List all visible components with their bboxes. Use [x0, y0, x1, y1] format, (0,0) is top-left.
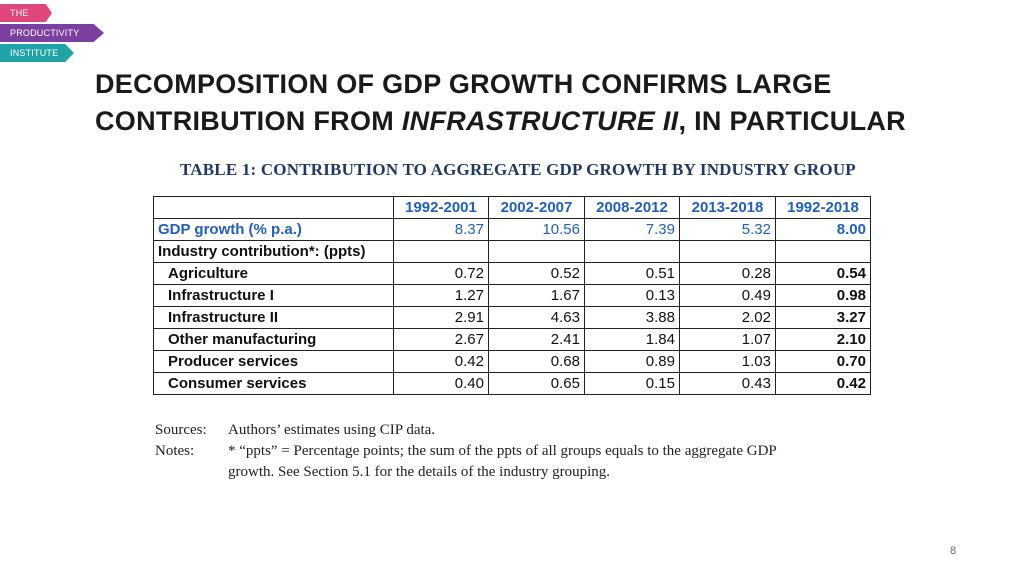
table-cell-total: 0.42: [775, 372, 871, 395]
table-cell: 2.91: [393, 306, 489, 329]
column-header: 2008-2012: [584, 196, 680, 219]
table-cell: 2.67: [393, 328, 489, 351]
table-cell: 1.07: [679, 328, 776, 351]
title-line-2-italic: INFRASTRUCTURE II: [401, 106, 679, 136]
slide-title: DECOMPOSITION OF GDP GROWTH CONFIRMS LAR…: [95, 66, 1005, 140]
row-label: Consumer services: [153, 372, 394, 395]
notes-key: Notes:: [155, 443, 195, 459]
notes-line: Notes: * “ppts” = Percentage points; the…: [155, 441, 888, 462]
row-label: Agriculture: [153, 262, 394, 285]
table-cell: 0.89: [584, 350, 680, 373]
logo-band-productivity: PRODUCTIVITY: [0, 24, 104, 42]
logo-band-the: THE: [0, 4, 52, 22]
table-cell: 1.03: [679, 350, 776, 373]
table-cell: [775, 240, 871, 263]
table-cell-total: 0.70: [775, 350, 871, 373]
page-number: 8: [950, 545, 957, 557]
data-table: 1992-2001 2002-2007 2008-2012 2013-2018 …: [153, 196, 871, 395]
table-cell-total: 8.00: [775, 218, 871, 241]
table-cell: 1.27: [393, 284, 489, 307]
table-cell: 0.72: [393, 262, 489, 285]
table-cell: [584, 240, 680, 263]
table-cell: 0.51: [584, 262, 680, 285]
table-cell: [393, 240, 489, 263]
table-row: Infrastructure I 1.27 1.67 0.13 0.49 0.9…: [153, 284, 871, 307]
table-cell: 2.02: [679, 306, 776, 329]
logo-band-institute: INSTITUTE: [0, 44, 74, 62]
column-header: 1992-2001: [393, 196, 489, 219]
row-label: Infrastructure I: [153, 284, 394, 307]
table-cell: 0.49: [679, 284, 776, 307]
table-cell-total: 0.54: [775, 262, 871, 285]
productivity-institute-logo: THE PRODUCTIVITY INSTITUTE: [0, 0, 110, 64]
notes-text-2: growth. See Section 5.1 for the details …: [228, 464, 611, 480]
table-cell: 1.67: [488, 284, 585, 307]
table-row: Consumer services 0.40 0.65 0.15 0.43 0.…: [153, 372, 871, 395]
table-cell: 3.88: [584, 306, 680, 329]
gdp-contribution-table: 1992-2001 2002-2007 2008-2012 2013-2018 …: [153, 196, 871, 395]
row-label: Infrastructure II: [153, 306, 394, 329]
table-row: Agriculture 0.72 0.52 0.51 0.28 0.54: [153, 262, 871, 285]
table-cell: [679, 240, 776, 263]
sources-line: Sources: Authors’ estimates using CIP da…: [155, 420, 888, 441]
column-header: 2013-2018: [679, 196, 776, 219]
table-cell: 2.41: [488, 328, 585, 351]
table-row: Producer services 0.42 0.68 0.89 1.03 0.…: [153, 350, 871, 373]
notes-text-1: * “ppts” = Percentage points; the sum of…: [228, 443, 777, 459]
table-cell: 0.13: [584, 284, 680, 307]
table-row: Infrastructure II 2.91 4.63 3.88 2.02 3.…: [153, 306, 871, 329]
table-caption: TABLE 1: CONTRIBUTION TO AGGREGATE GDP G…: [180, 160, 856, 179]
table-cell: 7.39: [584, 218, 680, 241]
table-cell: 0.43: [679, 372, 776, 395]
row-label: GDP growth (% p.a.): [153, 218, 394, 241]
table-cell: 0.28: [679, 262, 776, 285]
table-cell: 0.15: [584, 372, 680, 395]
row-label: Producer services: [153, 350, 394, 373]
header-empty-cell: [153, 196, 394, 219]
title-line-2-pre: CONTRIBUTION FROM: [95, 106, 402, 136]
table-cell: 5.32: [679, 218, 776, 241]
table-cell: 10.56: [488, 218, 585, 241]
section-label: Industry contribution*: (ppts): [153, 240, 394, 263]
sources-text: Authors’ estimates using CIP data.: [228, 422, 436, 438]
table-cell: 0.68: [488, 350, 585, 373]
table-row: Other manufacturing 2.67 2.41 1.84 1.07 …: [153, 328, 871, 351]
title-line-1: DECOMPOSITION OF GDP GROWTH CONFIRMS LAR…: [95, 69, 832, 99]
column-header: 2002-2007: [488, 196, 585, 219]
table-cell: 1.84: [584, 328, 680, 351]
table-header-row: 1992-2001 2002-2007 2008-2012 2013-2018 …: [153, 196, 871, 219]
sources-key: Sources:: [155, 422, 207, 438]
table-cell-total: 2.10: [775, 328, 871, 351]
table-notes: Sources: Authors’ estimates using CIP da…: [155, 420, 888, 483]
table-cell: [488, 240, 585, 263]
title-line-2-post: , IN PARTICULAR: [678, 106, 906, 136]
table-cell-total: 3.27: [775, 306, 871, 329]
gdp-growth-row: GDP growth (% p.a.) 8.37 10.56 7.39 5.32…: [153, 218, 871, 241]
table-cell-total: 0.98: [775, 284, 871, 307]
table-cell: 8.37: [393, 218, 489, 241]
column-header: 1992-2018: [775, 196, 871, 219]
table-cell: 0.40: [393, 372, 489, 395]
row-label: Other manufacturing: [153, 328, 394, 351]
title-line-2: CONTRIBUTION FROM INFRASTRUCTURE II, IN …: [95, 103, 1005, 140]
table-cell: 4.63: [488, 306, 585, 329]
table-cell: 0.65: [488, 372, 585, 395]
section-row: Industry contribution*: (ppts): [153, 240, 871, 263]
table-cell: 0.42: [393, 350, 489, 373]
table-cell: 0.52: [488, 262, 585, 285]
